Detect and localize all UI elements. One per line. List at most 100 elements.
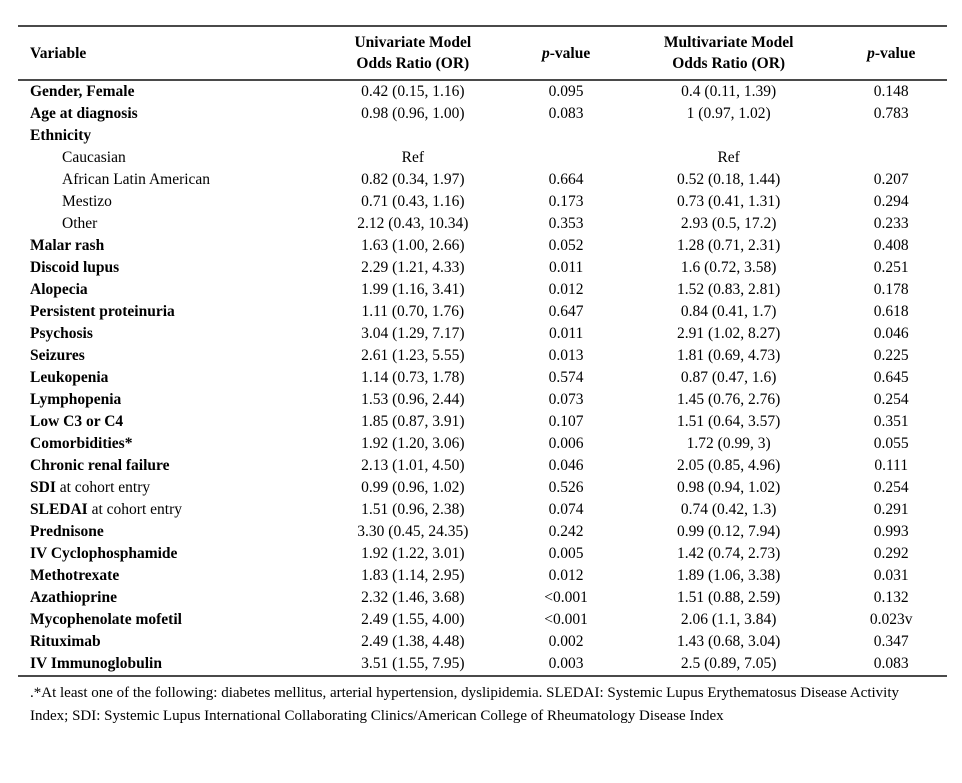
multivariate-header-line2: Odds Ratio (OR) — [672, 55, 786, 72]
table-row: African Latin American 0.82 (0.34, 1.97)… — [18, 169, 947, 191]
variable-cell: SLEDAI at cohort entry — [18, 499, 315, 521]
variable-label-bold: Azathioprine — [30, 589, 117, 606]
table-row: Mycophenolate mofetil 2.49 (1.55, 4.00) … — [18, 609, 947, 631]
variable-cell: IV Cyclophosphamide — [18, 543, 315, 565]
variable-label-bold: Discoid lupus — [30, 259, 120, 276]
multivariate-p-cell: 0.254 — [873, 391, 909, 408]
univariate-p-cell: 0.002 — [548, 633, 584, 650]
univariate-p-cell: 0.353 — [548, 215, 584, 232]
odds-ratio-table: Variable Univariate Model Odds Ratio (OR… — [18, 25, 947, 677]
variable-cell: Caucasian — [18, 147, 315, 169]
univariate-p-cell: 0.095 — [548, 83, 584, 100]
multivariate-or-cell: 1 (0.97, 1.02) — [686, 105, 771, 122]
multivariate-or-cell: 1.43 (0.68, 3.04) — [676, 633, 781, 650]
multivariate-or-cell: 2.93 (0.5, 17.2) — [680, 215, 777, 232]
univariate-or-cell: 1.11 (0.70, 1.76) — [361, 303, 465, 320]
univariate-p-cell: 0.073 — [548, 391, 584, 408]
univariate-or-cell: 1.99 (1.16, 3.41) — [361, 281, 465, 298]
table-row: Age at diagnosis 0.98 (0.96, 1.00) 0.083… — [18, 103, 947, 125]
variable-label-bold: Low C3 or C4 — [30, 413, 124, 430]
multivariate-header-line1: Multivariate Model — [663, 34, 794, 51]
multivariate-p-cell: 0.351 — [873, 413, 909, 430]
univariate-p-cell: <0.001 — [544, 589, 588, 606]
multivariate-or-cell: 0.4 (0.11, 1.39) — [681, 83, 777, 100]
univariate-p-cell: 0.647 — [548, 303, 584, 320]
multivariate-p-cell: 0.783 — [873, 105, 909, 122]
univariate-p-cell: 0.242 — [548, 523, 584, 540]
univariate-or-cell: 3.30 (0.45, 24.35) — [357, 523, 469, 540]
multivariate-p-cell: 0.148 — [873, 83, 909, 100]
multivariate-or-cell — [622, 125, 836, 147]
multivariate-or-cell: 0.98 (0.94, 1.02) — [676, 479, 781, 496]
variable-cell: Lymphopenia — [18, 389, 315, 411]
multivariate-p-cell: 0.046 — [873, 325, 909, 342]
variable-cell: Prednisone — [18, 521, 315, 543]
univariate-or-cell: 2.32 (1.46, 3.68) — [361, 589, 465, 606]
multivariate-p-cell: 0.023v — [869, 611, 913, 628]
multivariate-p-cell: 0.132 — [873, 589, 909, 606]
table-row: IV Immunoglobulin 3.51 (1.55, 7.95) 0.00… — [18, 653, 947, 676]
univariate-or-cell: 0.71 (0.43, 1.16) — [361, 193, 465, 210]
variable-cell: IV Immunoglobulin — [18, 653, 315, 676]
univariate-p-cell: 0.006 — [548, 435, 584, 452]
multivariate-or-cell: 2.05 (0.85, 4.96) — [676, 457, 781, 474]
table-row: Persistent proteinuria 1.11 (0.70, 1.76)… — [18, 301, 947, 323]
variable-label-bold: Prednisone — [30, 523, 104, 540]
variable-label-bold: Psychosis — [30, 325, 93, 342]
table-row: Psychosis 3.04 (1.29, 7.17) 0.011 2.91 (… — [18, 323, 947, 345]
multivariate-or-cell: 1.72 (0.99, 3) — [686, 435, 771, 452]
variable-label-bold: Malar rash — [30, 237, 105, 254]
variable-label-bold: Mycophenolate mofetil — [30, 611, 182, 628]
variable-label-bold: SDI — [30, 479, 56, 496]
table-body: Gender, Female 0.42 (0.15, 1.16) 0.095 0… — [18, 80, 947, 676]
variable-cell: Mestizo — [18, 191, 315, 213]
column-header-multivariate-p: p-value — [835, 26, 947, 81]
univariate-p-cell: 0.574 — [548, 369, 584, 386]
table-row: Seizures 2.61 (1.23, 5.55) 0.013 1.81 (0… — [18, 345, 947, 367]
univariate-p-cell: 0.074 — [548, 501, 584, 518]
variable-cell: Malar rash — [18, 235, 315, 257]
variable-cell: Seizures — [18, 345, 315, 367]
univariate-p-cell: 0.046 — [548, 457, 584, 474]
univariate-p-cell: 0.083 — [548, 105, 584, 122]
table-row: Methotrexate 1.83 (1.14, 2.95) 0.012 1.8… — [18, 565, 947, 587]
multivariate-p-cell — [835, 125, 947, 147]
multivariate-or-cell: 0.73 (0.41, 1.31) — [676, 193, 781, 210]
multivariate-or-cell: 1.42 (0.74, 2.73) — [676, 545, 781, 562]
variable-cell: Comorbidities* — [18, 433, 315, 455]
univariate-p-cell: <0.001 — [544, 611, 588, 628]
variable-label-bold: SLEDAI — [30, 501, 88, 518]
variable-cell: Methotrexate — [18, 565, 315, 587]
column-header-univariate-or: Univariate Model Odds Ratio (OR) — [315, 26, 511, 81]
column-header-multivariate-or: Multivariate Model Odds Ratio (OR) — [621, 26, 836, 81]
univariate-header-line1: Univariate Model — [354, 34, 472, 51]
univariate-or-cell — [315, 125, 510, 147]
univariate-or-cell: 0.98 (0.96, 1.00) — [361, 105, 465, 122]
univariate-or-cell: 1.63 (1.00, 2.66) — [361, 237, 465, 254]
multivariate-p-cell: 0.993 — [873, 523, 909, 540]
multivariate-or-cell: 1.45 (0.76, 2.76) — [676, 391, 781, 408]
multivariate-or-cell: 1.52 (0.83, 2.81) — [676, 281, 781, 298]
p-value-italic-p: p — [541, 44, 550, 62]
table-row: Ethnicity — [18, 125, 947, 147]
variable-label-bold: Gender, Female — [30, 83, 135, 100]
multivariate-or-cell: 2.5 (0.89, 7.05) — [680, 655, 777, 672]
column-header-univariate-p: p-value — [510, 26, 622, 81]
variable-cell: Leukopenia — [18, 367, 315, 389]
univariate-or-cell: 2.49 (1.55, 4.00) — [361, 611, 465, 628]
variable-label-bold: Age at diagnosis — [30, 105, 138, 122]
variable-cell: Low C3 or C4 — [18, 411, 315, 433]
multivariate-or-cell: Ref — [717, 149, 740, 166]
univariate-or-cell: 1.51 (0.96, 2.38) — [361, 501, 465, 518]
multivariate-or-cell: 1.89 (1.06, 3.38) — [676, 567, 781, 584]
table-row: Low C3 or C4 1.85 (0.87, 3.91) 0.107 1.5… — [18, 411, 947, 433]
variable-cell: Psychosis — [18, 323, 315, 345]
variable-cell: Persistent proteinuria — [18, 301, 315, 323]
univariate-or-cell: Ref — [401, 149, 425, 166]
variable-label-bold: Ethnicity — [30, 127, 92, 144]
table-header: Variable Univariate Model Odds Ratio (OR… — [18, 26, 947, 81]
variable-cell: Ethnicity — [18, 125, 315, 147]
multivariate-or-cell: 2.91 (1.02, 8.27) — [676, 325, 781, 342]
multivariate-p-cell: 0.055 — [873, 435, 909, 452]
